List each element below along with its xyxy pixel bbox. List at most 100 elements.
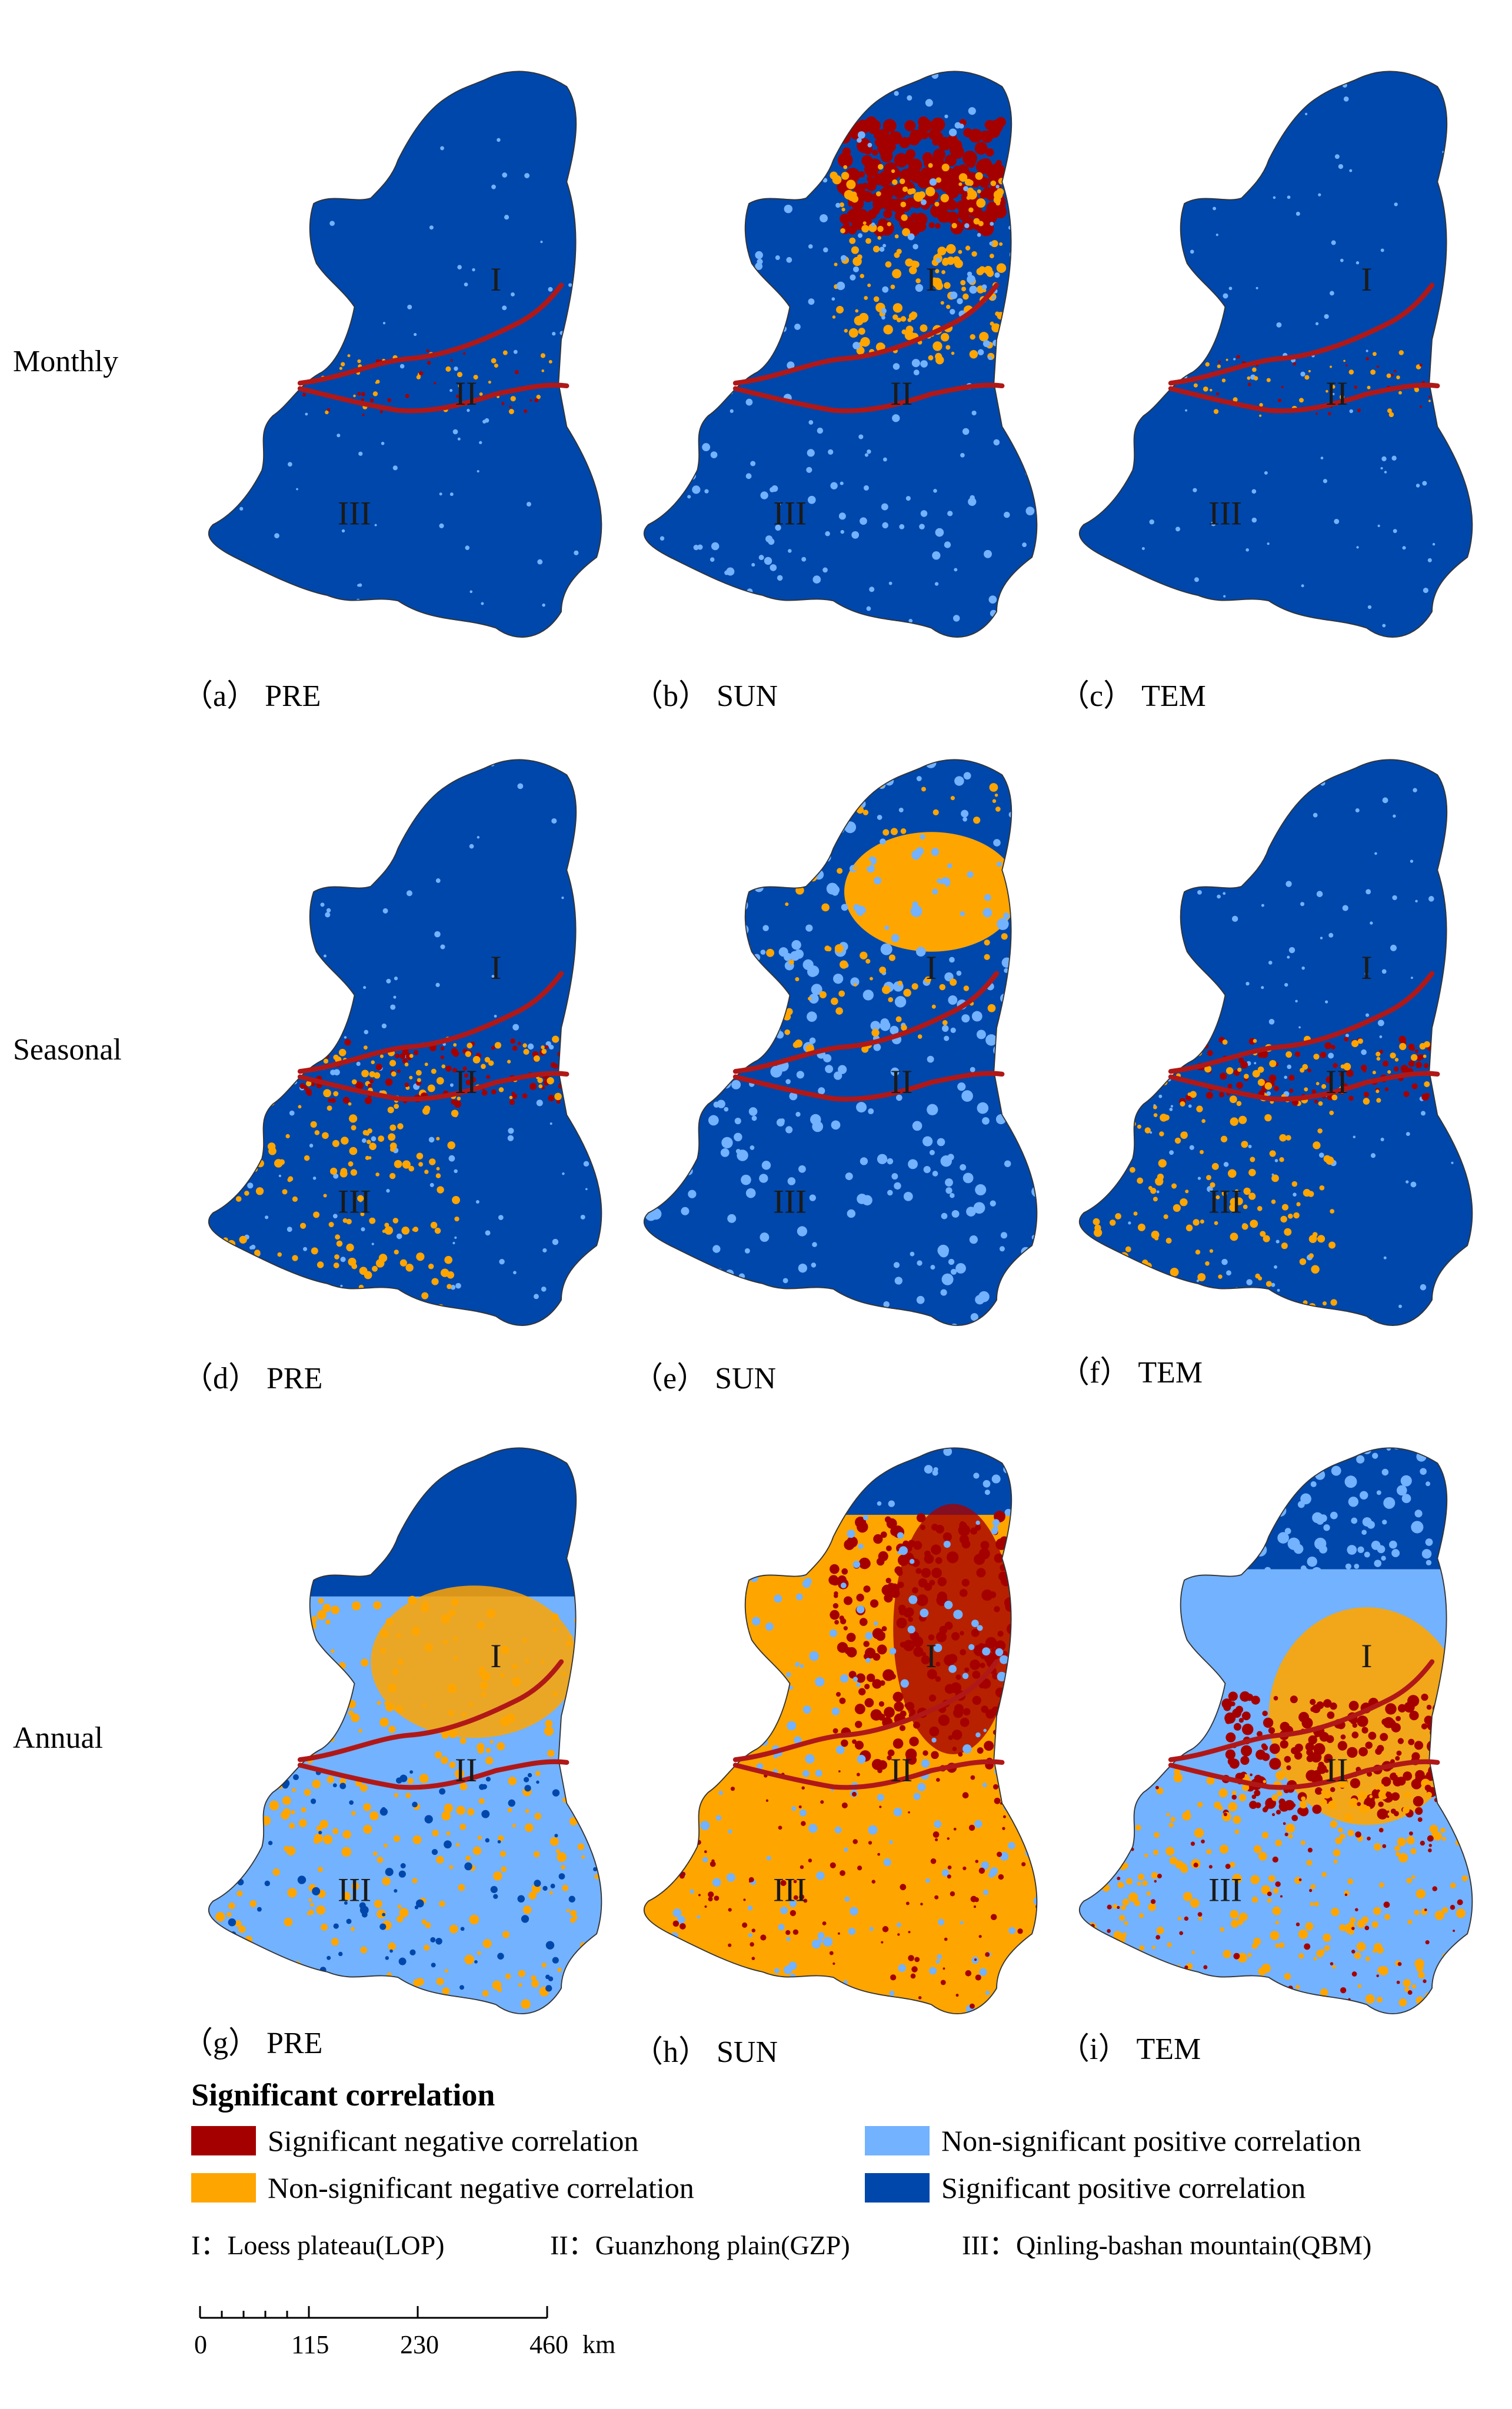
region-boundary-north [297, 971, 564, 1074]
region-boundary-south [297, 382, 570, 414]
legend-label-sig-negative: Significant negative correlation [268, 2124, 639, 2157]
map-raster [208, 71, 602, 638]
map-raster [208, 759, 602, 1326]
panel-caption-b: （b） SUN [632, 679, 778, 713]
region-boundary-north [732, 1659, 1000, 1762]
map-raster [1079, 1448, 1473, 2014]
region-label-ii: II [455, 375, 477, 412]
region-label-i: I [1361, 261, 1372, 298]
region-label-iii: III [773, 1872, 807, 1909]
map-raster [644, 759, 1037, 1326]
panel-caption-d: （d） PRE [182, 1362, 323, 1395]
region-label-i: I [490, 949, 501, 987]
region-label-i: I [925, 1638, 937, 1675]
region-label-iii: III [338, 1184, 371, 1221]
legend-item-nonsig-negative: Non-significant negative correlation [191, 2171, 694, 2205]
region-key-gzp: II：Guanzhong plain(GZP) [550, 2230, 850, 2260]
province-outline [208, 759, 602, 1327]
map-raster [644, 1448, 1037, 2014]
legend-item-sig-positive: Significant positive correlation [865, 2171, 1305, 2205]
region-boundary-north [297, 282, 564, 386]
region-boundary-south [732, 1759, 1005, 1790]
legend-swatch-sig-positive [865, 2173, 930, 2203]
region-boundary-south [1168, 1759, 1440, 1790]
region-label-iii: III [773, 1184, 807, 1221]
panel-caption-e: （e） SUN [632, 1362, 777, 1395]
region-label-iii: III [338, 495, 371, 532]
legend-label-nonsig-positive: Non-significant positive correlation [941, 2124, 1361, 2157]
legend-swatch-sig-negative [191, 2126, 256, 2155]
region-label-i: I [1361, 1638, 1372, 1675]
map-raster [1079, 759, 1473, 1326]
map-panel-d: I II III [191, 706, 627, 1382]
region-label-i: I [490, 261, 501, 298]
region-label-iii: III [1208, 1872, 1242, 1909]
row-label-seasonal: Seasonal [13, 1033, 122, 1067]
region-label-iii: III [338, 1872, 371, 1909]
province-outline [1078, 1447, 1473, 2015]
panel-caption-i: （i） TEM [1059, 2033, 1201, 2066]
region-label-ii: II [1326, 1752, 1348, 1789]
region-label-ii: II [1326, 375, 1348, 412]
legend-item-sig-negative: Significant negative correlation [191, 2124, 638, 2158]
region-boundary-south [1168, 382, 1440, 414]
region-label-iii: III [1208, 495, 1242, 532]
region-label-i: I [925, 261, 937, 298]
legend-item-nonsig-positive: Non-significant positive correlation [865, 2124, 1361, 2158]
region-label-ii: II [455, 1752, 477, 1789]
map-panel-a: I II III [191, 18, 627, 694]
region-label-i: I [1361, 949, 1372, 987]
map-panel-b: I II III [627, 18, 1062, 694]
province-outline [1078, 71, 1473, 638]
panel-caption-a: （a） PRE [182, 679, 321, 713]
legend-swatch-nonsig-positive [865, 2126, 930, 2155]
map-panel-e: I II III [627, 706, 1062, 1382]
map-raster [208, 1448, 602, 2014]
scale-unit: km [582, 2330, 615, 2359]
province-outline [643, 1447, 1038, 2015]
map-panel-h: I II III [627, 1394, 1062, 2071]
legend-swatch-nonsig-negative [191, 2173, 256, 2203]
map-raster [644, 71, 1037, 638]
region-boundary-north [732, 282, 1000, 386]
region-label-ii: II [890, 1064, 912, 1101]
region-label-ii: II [1326, 1064, 1348, 1101]
scale-tick-230: 230 [400, 2330, 439, 2359]
panel-caption-h: （h） SUN [632, 2035, 778, 2069]
map-raster [1079, 71, 1473, 638]
province-outline [643, 759, 1038, 1327]
row-label-monthly: Monthly [13, 345, 119, 378]
panel-caption-c: （c） TEM [1059, 679, 1206, 713]
map-panel-c: I II III [1062, 18, 1497, 694]
province-outline [208, 71, 602, 638]
region-label-iii: III [1208, 1184, 1242, 1221]
panel-caption-g: （g） PRE [182, 2027, 323, 2060]
region-label-ii: II [890, 375, 912, 412]
region-boundary-south [1168, 1071, 1440, 1102]
region-label-iii: III [773, 495, 807, 532]
region-boundary-north [1168, 971, 1435, 1074]
region-label-i: I [490, 1638, 501, 1675]
region-boundary-north [1168, 1659, 1435, 1762]
region-boundary-north [297, 1659, 564, 1762]
province-outline [208, 1447, 602, 2015]
region-boundary-south [297, 1071, 570, 1102]
region-boundary-north [732, 971, 1000, 1074]
province-outline [643, 71, 1038, 638]
region-key-qbm: III：Qinling-bashan mountain(QBM) [962, 2230, 1372, 2260]
scale-tick-115: 115 [291, 2330, 329, 2359]
scale-bar: 0 115 230 460 km [194, 2265, 782, 2383]
region-label-i: I [925, 949, 937, 987]
region-boundary-south [732, 1071, 1005, 1102]
region-boundary-south [732, 382, 1005, 414]
row-label-annual: Annual [13, 1721, 104, 1755]
region-label-ii: II [890, 1752, 912, 1789]
legend-label-sig-positive: Significant positive correlation [941, 2171, 1306, 2204]
map-panel-i: I II III [1062, 1394, 1497, 2071]
